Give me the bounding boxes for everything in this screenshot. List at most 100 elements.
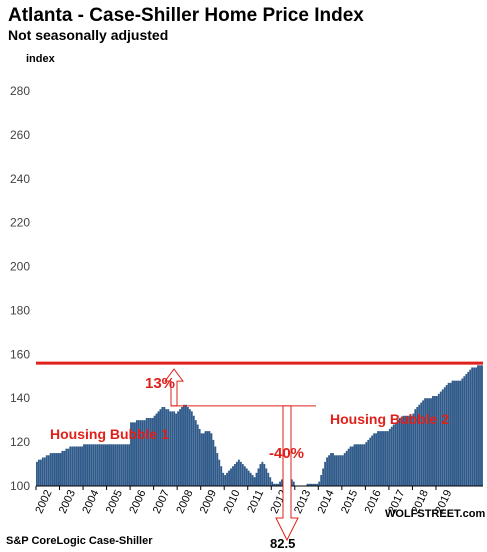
y-tick-label: 260 (10, 128, 30, 142)
bar (96, 444, 99, 486)
bar (255, 472, 258, 486)
bar (408, 415, 411, 486)
x-tick-label: 2005 (104, 488, 125, 515)
bar (98, 444, 101, 486)
bar (94, 444, 97, 486)
bar (263, 464, 266, 486)
bar (345, 450, 348, 486)
bar (328, 455, 330, 486)
bar (432, 396, 434, 486)
bar (120, 444, 123, 486)
bar (79, 446, 81, 486)
bar (102, 444, 105, 486)
bar (57, 453, 60, 486)
source-note: S&P CoreLogic Case-Shiller (6, 535, 153, 547)
bar (361, 444, 364, 486)
bar (410, 415, 413, 486)
x-tick-label: 2008 (174, 488, 195, 515)
bar (281, 479, 283, 486)
bar (402, 415, 405, 486)
bar (467, 371, 470, 486)
bar (108, 444, 111, 486)
bar (116, 444, 119, 486)
y-axis-label: index (26, 53, 56, 65)
x-tick-label: 2007 (151, 488, 172, 515)
bar (365, 442, 368, 486)
bar (232, 466, 234, 486)
bar (151, 417, 154, 486)
bar (69, 446, 72, 486)
bar (181, 406, 183, 486)
bar (388, 428, 391, 486)
bar (139, 420, 142, 486)
bar (237, 459, 240, 486)
bar (257, 468, 260, 486)
bar (185, 404, 187, 486)
bar (383, 431, 385, 486)
bar (461, 378, 464, 486)
bar (273, 483, 276, 486)
bar (41, 457, 44, 486)
bar (271, 481, 274, 486)
bar (463, 376, 466, 486)
bar (437, 393, 440, 486)
bar (418, 404, 421, 486)
y-tick-label: 240 (10, 172, 30, 186)
bar (198, 428, 201, 486)
y-tick-label: 120 (10, 435, 30, 449)
bar (86, 444, 89, 486)
bar (186, 406, 189, 486)
bar (306, 483, 309, 486)
bar (441, 389, 444, 486)
bar (75, 446, 78, 486)
bar (212, 439, 215, 486)
bar (39, 459, 42, 486)
bar (112, 444, 115, 486)
bar (59, 453, 62, 486)
bar (292, 481, 295, 486)
bar (373, 433, 376, 486)
bar (118, 444, 121, 486)
bar (316, 483, 319, 486)
bar (335, 455, 338, 486)
bar (406, 415, 409, 486)
bar (375, 433, 378, 486)
bar (49, 453, 52, 486)
x-tick-label: 2006 (127, 488, 148, 515)
bar (149, 417, 152, 486)
bar (190, 411, 193, 486)
bar (90, 444, 93, 486)
bar (61, 450, 64, 486)
bar (234, 464, 236, 486)
bar (147, 417, 150, 486)
x-tick-label: 2003 (57, 488, 78, 515)
bar (128, 444, 130, 486)
bar (161, 406, 164, 486)
bar (447, 382, 450, 486)
bar (145, 417, 148, 486)
bar (214, 446, 217, 486)
bar (135, 420, 138, 486)
bar (216, 453, 219, 486)
bar (433, 396, 436, 486)
bar (163, 406, 166, 486)
bar (473, 367, 476, 486)
bar (343, 453, 346, 486)
bar (110, 444, 113, 486)
bar (430, 398, 432, 486)
bar (367, 439, 370, 486)
x-tick-label: 2014 (316, 488, 337, 515)
bar (416, 406, 419, 486)
y-tick-label: 280 (10, 84, 30, 98)
bar (228, 470, 230, 486)
bar (386, 431, 389, 486)
bar (422, 400, 425, 486)
bar (85, 444, 87, 486)
bar (330, 453, 332, 486)
x-tick-label: 2009 (198, 488, 219, 515)
bar (355, 444, 358, 486)
bar (218, 459, 221, 486)
bar (324, 461, 327, 486)
bar (439, 391, 442, 486)
bar (220, 466, 223, 486)
